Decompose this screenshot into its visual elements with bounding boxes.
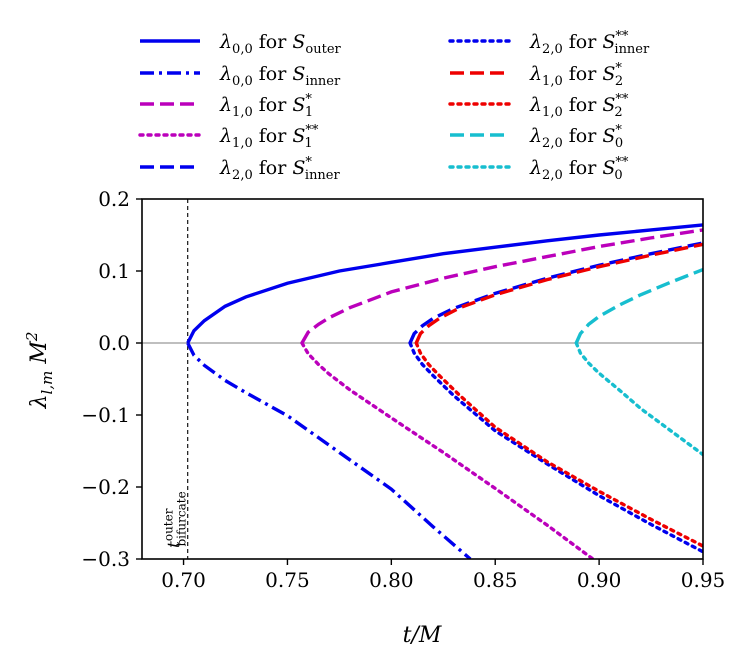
y-tick-label: 0.2 <box>98 187 130 211</box>
legend-label: λ1,0 for S* 2 <box>529 61 623 89</box>
y-tick-label: 0.0 <box>98 331 130 355</box>
legend-item-5: λ2,0 for S* inner <box>140 155 341 183</box>
plot-frame <box>141 198 704 560</box>
series-line-8 <box>414 341 703 548</box>
svg-text:λl,m M2: λl,m M2 <box>23 332 56 410</box>
series-line-10 <box>574 341 703 457</box>
legend-label: λ2,0 for S* 0 <box>529 123 623 151</box>
legend-item-3: λ1,0 for S* 1 <box>140 92 313 120</box>
y-axis: 0.2 0.1 0.0 −0.1 −0.2 −0.3 <box>81 187 142 571</box>
series-line-6 <box>408 341 703 554</box>
legend-item-6: λ2,0 for S** inner <box>448 29 650 57</box>
x-tick-label: 0.80 <box>369 568 414 592</box>
y-axis-label: λl,m M2 <box>23 332 56 410</box>
legend: λ0,0 for Souter λ0,0 for Sinner λ1,0 for S… <box>138 29 650 183</box>
legend-item-4: λ1,0 for S** 1 <box>138 123 319 151</box>
series-line-2 <box>186 342 472 559</box>
legend-item-9: λ2,0 for S* 0 <box>450 123 623 151</box>
legend-label: λ1,0 for S** 2 <box>529 92 629 120</box>
y-tick-label: −0.3 <box>81 547 130 571</box>
y-tick-label: −0.2 <box>81 475 130 499</box>
legend-item-2: λ0,0 for Sinner <box>140 63 341 89</box>
legend-label: λ2,0 for S** 0 <box>529 155 629 183</box>
legend-label: λ1,0 for S* 1 <box>219 92 313 120</box>
legend-item-10: λ2,0 for S** 0 <box>448 155 629 183</box>
x-tick-label: 0.75 <box>265 568 310 592</box>
legend-label: λ0,0 for Souter <box>219 31 342 57</box>
series-line-3 <box>300 228 703 344</box>
y-tick-label: −0.1 <box>81 403 130 427</box>
y-tick-label: 0.1 <box>98 259 130 283</box>
legend-label: λ2,0 for S* inner <box>219 155 341 183</box>
series-line-7 <box>414 242 703 344</box>
x-axis-label: t/M <box>403 623 442 648</box>
legend-item-7: λ1,0 for S* 2 <box>450 61 623 89</box>
legend-label: λ0,0 for Sinner <box>219 63 341 89</box>
series-line-9 <box>574 267 703 344</box>
series-line-5 <box>408 241 703 344</box>
legend-item-1: λ0,0 for Souter <box>140 31 342 57</box>
legend-item-8: λ1,0 for S** 2 <box>448 92 629 120</box>
legend-label: λ2,0 for S** inner <box>529 29 650 57</box>
legend-label: λ1,0 for S** 1 <box>219 123 319 151</box>
x-tick-label: 0.70 <box>161 568 206 592</box>
plot-area: touterbifurcate 0.70 0.75 0.80 0.85 0.90 0.95… <box>81 187 725 592</box>
x-tick-label: 0.95 <box>681 568 726 592</box>
x-axis: 0.70 0.75 0.80 0.85 0.90 0.95 <box>161 559 725 592</box>
bifurcation-label: touterbifurcate <box>162 491 189 548</box>
series-line-4 <box>300 341 595 559</box>
series-line-1 <box>186 223 703 344</box>
x-tick-label: 0.85 <box>473 568 518 592</box>
x-tick-label: 0.90 <box>577 568 622 592</box>
